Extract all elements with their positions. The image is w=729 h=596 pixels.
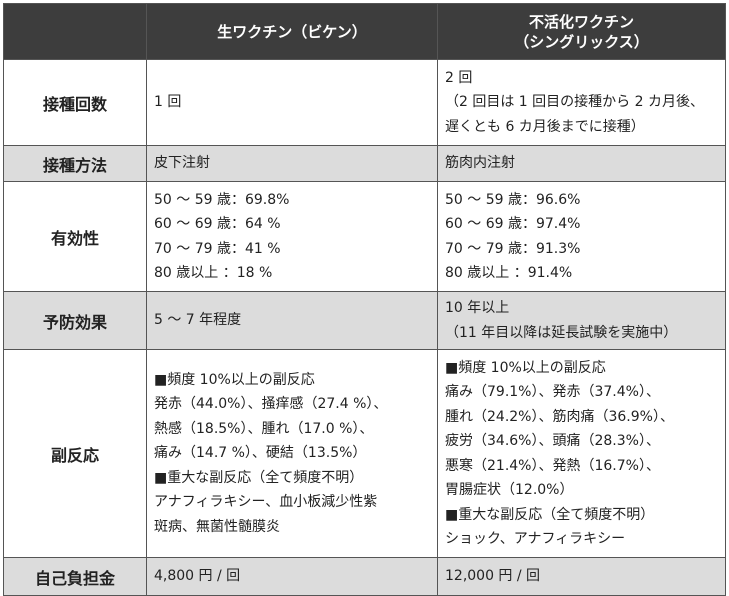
header-corner-cell	[3, 3, 147, 60]
row-label: 接種方法	[3, 145, 147, 182]
row-side-effects: 副反応 ■頻度 10%以上の副反応 発赤（44.0%）、掻痒感（27.4 %）、…	[3, 349, 726, 558]
inactivated-cell: ■頻度 10%以上の副反応 痛み（79.1%）、発赤（37.4%）、 腫れ（24…	[437, 349, 726, 558]
live-cell: 5 ～ 7 年程度	[146, 291, 438, 350]
inactivated-cell: 10 年以上 （11 年目以降は延長試験を実施中）	[437, 291, 726, 350]
inactivated-cell: 2 回 （2 回目は 1 回目の接種から 2 カ月後、 遅くとも 6 カ月後まで…	[437, 59, 726, 146]
inactivated-cell: 50 ～ 59 歳：96.6% 60 ～ 69 歳：97.4% 70 ～ 79 …	[437, 181, 726, 292]
header-live-vaccine: 生ワクチン（ビケン）	[146, 3, 438, 60]
row-method: 接種方法 皮下注射 筋肉内注射	[3, 145, 726, 182]
row-protection: 予防効果 5 ～ 7 年程度 10 年以上 （11 年目以降は延長試験を実施中）	[3, 291, 726, 350]
header-row: 生ワクチン（ビケン） 不活化ワクチン （シングリックス）	[3, 3, 726, 60]
row-doses: 接種回数 1 回 2 回 （2 回目は 1 回目の接種から 2 カ月後、 遅くと…	[3, 59, 726, 146]
inactivated-cell: 12,000 円 / 回	[437, 557, 726, 596]
header-inactivated-brand: （シングリックス）	[514, 32, 649, 51]
live-cell: ■頻度 10%以上の副反応 発赤（44.0%）、掻痒感（27.4 %）、 熱感（…	[146, 349, 438, 558]
live-cell: 皮下注射	[146, 145, 438, 182]
row-label: 有効性	[3, 181, 147, 292]
live-cell: 50 ～ 59 歳：69.8% 60 ～ 69 歳：64 % 70 ～ 79 歳…	[146, 181, 438, 292]
row-label: 副反応	[3, 349, 147, 558]
inactivated-cell: 筋肉内注射	[437, 145, 726, 182]
row-label: 自己負担金	[3, 557, 147, 596]
row-cost: 自己負担金 4,800 円 / 回 12,000 円 / 回	[3, 557, 726, 596]
vaccine-comparison-table: 生ワクチン（ビケン） 不活化ワクチン （シングリックス） 接種回数 1 回 2 …	[3, 3, 726, 596]
row-label: 接種回数	[3, 59, 147, 146]
header-inactivated-name: 不活化ワクチン	[528, 12, 634, 31]
live-cell: 4,800 円 / 回	[146, 557, 438, 596]
row-label: 予防効果	[3, 291, 147, 350]
header-inactivated-vaccine: 不活化ワクチン （シングリックス）	[437, 3, 726, 60]
row-efficacy: 有効性 50 ～ 59 歳：69.8% 60 ～ 69 歳：64 % 70 ～ …	[3, 181, 726, 292]
live-cell: 1 回	[146, 59, 438, 146]
